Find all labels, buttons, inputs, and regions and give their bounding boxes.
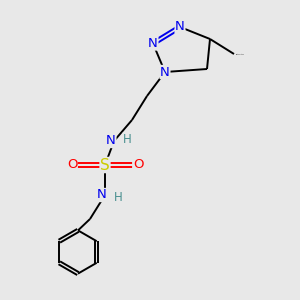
Text: O: O [67,158,77,172]
Text: N: N [175,20,185,34]
Text: H: H [123,133,132,146]
Text: N: N [106,134,116,148]
Text: methyl: methyl [236,53,241,55]
Text: H: H [114,191,123,204]
Text: N: N [97,188,107,202]
Text: O: O [133,158,143,172]
Text: N: N [160,65,170,79]
Text: methyl: methyl [239,53,244,55]
Text: S: S [100,158,110,172]
Text: N: N [148,37,158,50]
